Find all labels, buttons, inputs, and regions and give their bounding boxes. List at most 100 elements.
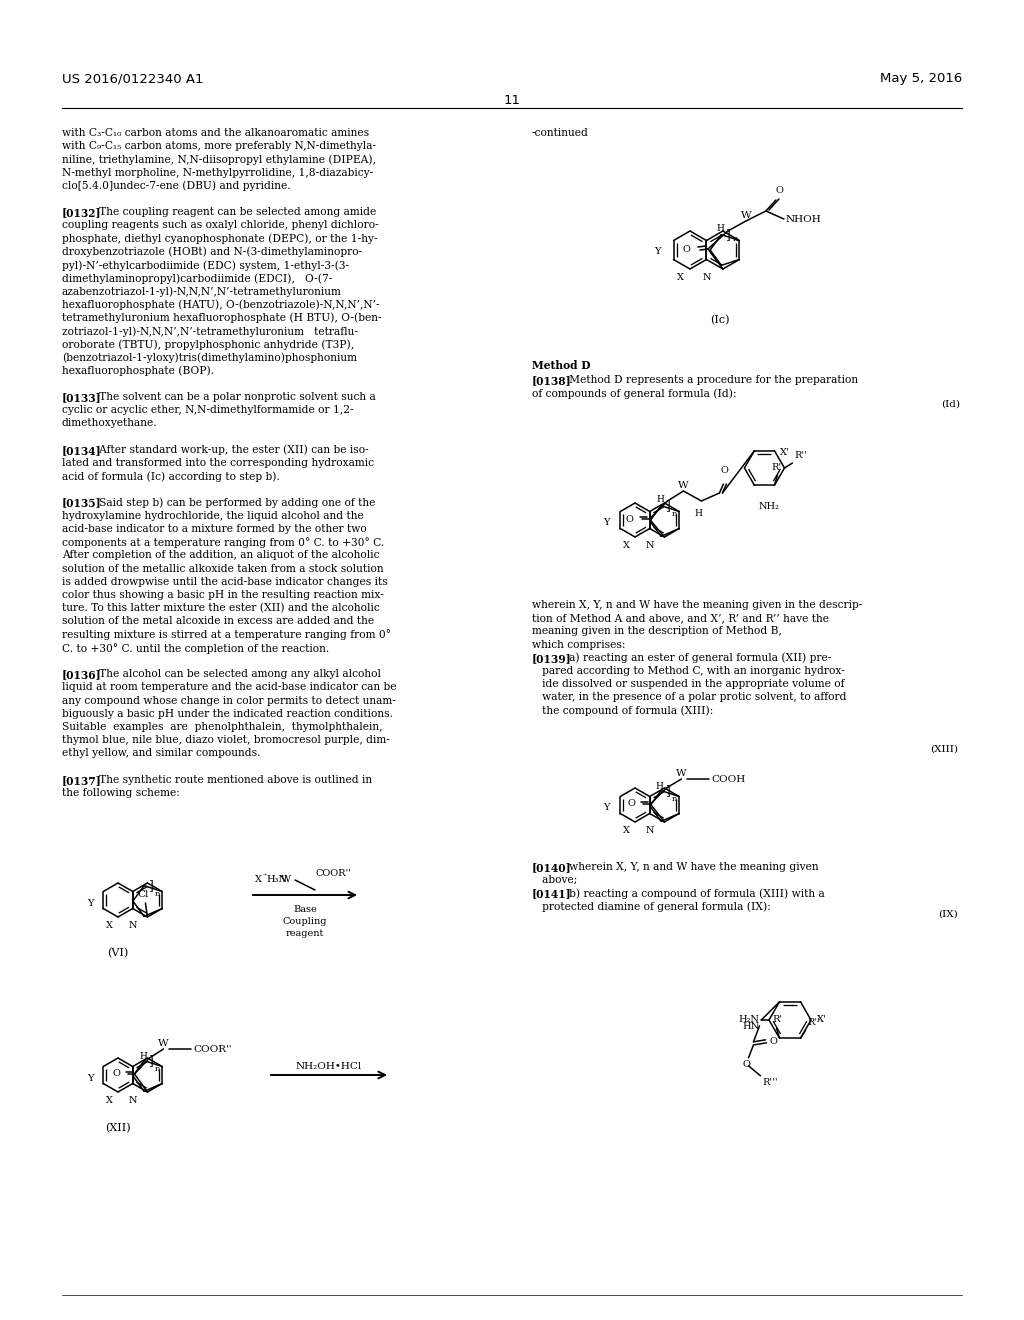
Text: N: N <box>128 1096 137 1105</box>
Text: wherein X, Y, n and W have the meaning given: wherein X, Y, n and W have the meaning g… <box>559 862 819 873</box>
Text: COOH: COOH <box>712 775 745 784</box>
Text: N: N <box>702 273 711 282</box>
Text: The alcohol can be selected among any alkyl alcohol: The alcohol can be selected among any al… <box>89 669 381 680</box>
Text: R': R' <box>771 463 781 473</box>
Text: R'': R'' <box>795 451 807 459</box>
Text: (IX): (IX) <box>938 909 958 919</box>
Text: dimethoxyethane.: dimethoxyethane. <box>62 418 158 429</box>
Text: O: O <box>742 1060 751 1069</box>
Text: Said step b) can be performed by adding one of the: Said step b) can be performed by adding … <box>89 498 376 508</box>
Text: H: H <box>694 510 702 517</box>
Text: NH₂OH•HCl: NH₂OH•HCl <box>296 1063 362 1071</box>
Text: dimethylaminopropyl)carbodiimide (EDCI),   O-(7-: dimethylaminopropyl)carbodiimide (EDCI),… <box>62 273 333 284</box>
Text: hexafluorophosphate (HATU), O-(benzotriazole)-N,N,N’,N’-: hexafluorophosphate (HATU), O-(benzotria… <box>62 300 380 310</box>
Text: O: O <box>776 186 783 195</box>
Text: Y: Y <box>654 247 660 256</box>
Text: lated and transformed into the corresponding hydroxamic: lated and transformed into the correspon… <box>62 458 374 469</box>
Text: clo[5.4.0]undec-7-ene (DBU) and pyridine.: clo[5.4.0]undec-7-ene (DBU) and pyridine… <box>62 181 291 191</box>
Text: biguously a basic pH under the indicated reaction conditions.: biguously a basic pH under the indicated… <box>62 709 393 719</box>
Text: NHOH: NHOH <box>785 214 821 223</box>
Text: Y: Y <box>603 519 609 527</box>
Text: with C₃-C₁₀ carbon atoms and the alkanoaromatic amines: with C₃-C₁₀ carbon atoms and the alkanoa… <box>62 128 369 139</box>
Text: oroborate (TBTU), propylphosphonic anhydride (T3P),: oroborate (TBTU), propylphosphonic anhyd… <box>62 339 354 350</box>
Text: ide dissolved or suspended in the appropriate volume of: ide dissolved or suspended in the approp… <box>532 680 845 689</box>
Text: W: W <box>678 480 689 490</box>
Text: ]: ] <box>666 784 670 797</box>
Text: Cl: Cl <box>138 890 150 899</box>
Text: X: X <box>677 273 684 282</box>
Text: niline, triethylamine, N,N-diisopropyl ethylamine (DIPEA),: niline, triethylamine, N,N-diisopropyl e… <box>62 154 376 165</box>
Text: with C₉-C₁₅ carbon atoms, more preferably N,N-dimethyla-: with C₉-C₁₅ carbon atoms, more preferabl… <box>62 141 376 152</box>
Text: ⁺: ⁺ <box>262 873 266 880</box>
Text: [0139]: [0139] <box>532 653 571 664</box>
Text: O: O <box>626 515 634 524</box>
Text: tion of Method A and above, and X’, R’ and R’’ have the: tion of Method A and above, and X’, R’ a… <box>532 614 829 623</box>
Text: H: H <box>656 495 665 504</box>
Text: thymol blue, nile blue, diazo violet, bromocresol purple, dim-: thymol blue, nile blue, diazo violet, br… <box>62 735 390 746</box>
Text: hydroxylamine hydrochloride, the liquid alcohol and the: hydroxylamine hydrochloride, the liquid … <box>62 511 364 521</box>
Text: (XII): (XII) <box>105 1123 131 1134</box>
Text: The solvent can be a polar nonprotic solvent such a: The solvent can be a polar nonprotic sol… <box>89 392 376 403</box>
Text: protected diamine of general formula (IX):: protected diamine of general formula (IX… <box>532 902 771 912</box>
Text: n: n <box>732 235 737 243</box>
Text: R''': R''' <box>763 1078 778 1086</box>
Text: [0140]: [0140] <box>532 862 571 873</box>
Text: solution of the metallic alkoxide taken from a stock solution: solution of the metallic alkoxide taken … <box>62 564 384 574</box>
Text: [0135]: [0135] <box>62 498 101 508</box>
Text: COOR'': COOR'' <box>194 1044 232 1053</box>
Text: Base: Base <box>293 906 316 913</box>
Text: components at a temperature ranging from 0° C. to +30° C.: components at a temperature ranging from… <box>62 537 384 548</box>
Text: coupling reagents such as oxalyl chloride, phenyl dichloro-: coupling reagents such as oxalyl chlorid… <box>62 220 379 231</box>
Text: H₂N: H₂N <box>738 1015 759 1024</box>
Text: X': X' <box>779 449 790 457</box>
Text: ]: ] <box>148 879 153 892</box>
Text: (Ic): (Ic) <box>711 315 730 325</box>
Text: n: n <box>672 795 678 803</box>
Text: cyclic or acyclic ether, N,N-dimethylformamide or 1,2-: cyclic or acyclic ether, N,N-dimethylfor… <box>62 405 353 416</box>
Text: the compound of formula (XIII):: the compound of formula (XIII): <box>532 706 714 717</box>
Text: X: X <box>623 826 630 836</box>
Text: [0134]: [0134] <box>62 445 101 455</box>
Text: acid of formula (Ic) according to step b).: acid of formula (Ic) according to step b… <box>62 471 280 482</box>
Text: ture. To this latter mixture the ester (XII) and the alcoholic: ture. To this latter mixture the ester (… <box>62 603 380 614</box>
Text: liquid at room temperature and the acid-base indicator can be: liquid at room temperature and the acid-… <box>62 682 396 693</box>
Text: The coupling reagent can be selected among amide: The coupling reagent can be selected amo… <box>89 207 377 218</box>
Text: reagent: reagent <box>286 929 325 939</box>
Text: O: O <box>682 244 690 253</box>
Text: Y: Y <box>87 1074 93 1084</box>
Text: n: n <box>155 1065 161 1073</box>
Text: of compounds of general formula (Id):: of compounds of general formula (Id): <box>532 388 736 399</box>
Text: color thus showing a basic pH in the resulting reaction mix-: color thus showing a basic pH in the res… <box>62 590 384 601</box>
Text: meaning given in the description of Method B,: meaning given in the description of Meth… <box>532 627 781 636</box>
Text: Y: Y <box>87 899 93 908</box>
Text: O: O <box>628 800 636 808</box>
Text: hexafluorophosphate (BOP).: hexafluorophosphate (BOP). <box>62 366 214 376</box>
Text: azabenzotriazol-1-yl)-N,N,N’,N’-tetramethyluronium: azabenzotriazol-1-yl)-N,N,N’,N’-tetramet… <box>62 286 342 297</box>
Text: solution of the metal alcoxide in excess are added and the: solution of the metal alcoxide in excess… <box>62 616 374 627</box>
Text: a) reacting an ester of general formula (XII) pre-: a) reacting an ester of general formula … <box>559 653 831 664</box>
Text: any compound whose change in color permits to detect unam-: any compound whose change in color permi… <box>62 696 396 706</box>
Text: X: X <box>106 1096 113 1105</box>
Text: May 5, 2016: May 5, 2016 <box>880 73 962 84</box>
Text: W: W <box>740 211 752 220</box>
Text: H: H <box>655 781 664 791</box>
Text: US 2016/0122340 A1: US 2016/0122340 A1 <box>62 73 204 84</box>
Text: the following scheme:: the following scheme: <box>62 788 180 799</box>
Text: After completion of the addition, an aliquot of the alcoholic: After completion of the addition, an ali… <box>62 550 380 561</box>
Text: H: H <box>139 1052 147 1061</box>
Text: pyl)-N’-ethylcarbodiimide (EDC) system, 1-ethyl-3-(3-: pyl)-N’-ethylcarbodiimide (EDC) system, … <box>62 260 349 271</box>
Text: pared according to Method C, with an inorganic hydrox-: pared according to Method C, with an ino… <box>532 667 845 676</box>
Text: X: X <box>623 541 630 550</box>
Text: H: H <box>716 224 724 234</box>
Text: n: n <box>672 510 678 517</box>
Text: COOR'': COOR'' <box>315 869 351 878</box>
Text: W: W <box>676 770 687 777</box>
Text: above;: above; <box>532 875 578 886</box>
Text: water, in the presence of a polar protic solvent, to afford: water, in the presence of a polar protic… <box>532 693 847 702</box>
Text: ]: ] <box>725 228 730 242</box>
Text: phosphate, diethyl cyanophosphonate (DEPC), or the 1-hy-: phosphate, diethyl cyanophosphonate (DEP… <box>62 234 378 244</box>
Text: Coupling: Coupling <box>283 917 328 927</box>
Text: Suitable  examples  are  phenolphthalein,  thymolphthalein,: Suitable examples are phenolphthalein, t… <box>62 722 383 733</box>
Text: tetramethyluronium hexafluorophosphate (H BTU), O-(ben-: tetramethyluronium hexafluorophosphate (… <box>62 313 382 323</box>
Text: N: N <box>645 541 654 550</box>
